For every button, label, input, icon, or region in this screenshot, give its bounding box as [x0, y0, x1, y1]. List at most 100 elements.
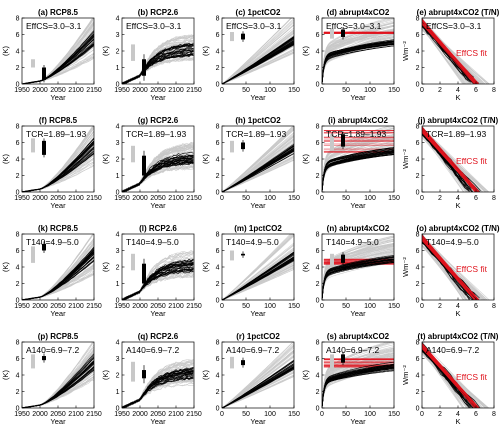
y-tick-label: 0: [416, 297, 420, 304]
y-tick-label: 6: [16, 32, 20, 39]
panel-annotation: T140=4.9–5.0: [226, 237, 279, 247]
y-tick-label: 0: [116, 297, 120, 304]
x-tick-label: 100: [364, 195, 376, 202]
y-tick-label: 0: [416, 189, 420, 196]
x-tick-label: 2: [438, 195, 442, 202]
fit-line: [422, 348, 479, 408]
model-line: [322, 365, 394, 408]
x-tick-label: 1950: [114, 411, 130, 418]
plot-area: [222, 234, 294, 300]
x-tick-label: 2100: [68, 87, 84, 94]
x-axis-label: Year: [150, 93, 166, 102]
panel-c: 0 50 100 150 0 2 4 6 8 (c) 1pctCO2 EffCS=3.0–3.1 Ye…: [201, 8, 300, 102]
y-tick-label: 1: [116, 65, 120, 72]
panel-n: 0 50 100 150 0 2 4 6 8 (n) abrupt4xCO2 T140=4.9–5.…: [301, 224, 400, 318]
x-tick-label: 100: [364, 303, 376, 310]
plot-area: [222, 18, 294, 84]
y-tick-label: 2: [416, 281, 420, 288]
x-tick-label: 0: [320, 411, 324, 418]
x-axis-label: Year: [50, 417, 66, 426]
y-tick-label: 2: [416, 65, 420, 72]
y-tick-label: 8: [16, 123, 20, 130]
ensemble-line: [222, 30, 294, 84]
y-tick-label: 4: [216, 264, 220, 271]
y-tick-label: 4: [16, 372, 20, 379]
y-tick-label: 6: [216, 356, 220, 363]
fit-line: [422, 344, 480, 408]
plot-area: [22, 126, 94, 192]
y-tick-label: 0: [116, 405, 120, 412]
panel-annotation: A140=6.9–7.2: [26, 345, 79, 355]
panel-title: (m) 1pctCO2: [234, 224, 282, 233]
x-tick-label: 150: [288, 87, 300, 94]
model-line: [122, 370, 194, 408]
y-tick-label: 0: [216, 189, 220, 196]
x-tick-label: 2050: [150, 411, 166, 418]
model-line: [122, 369, 194, 408]
plot-area: [122, 359, 194, 408]
ensemble-line: [122, 384, 194, 408]
x-tick-label: 2100: [68, 195, 84, 202]
ensemble-line: [422, 127, 489, 192]
x-tick-label: 6: [474, 411, 478, 418]
model-line: [322, 256, 394, 300]
x-tick-label: 4: [456, 195, 460, 202]
y-axis-label: (K): [1, 154, 10, 165]
y-tick-label: 4: [116, 339, 120, 346]
y-tick-label: 4: [416, 156, 420, 163]
ensemble-line: [322, 18, 390, 84]
model-range-box: [241, 253, 245, 256]
panel-title: (o) abrupt4xCO2 (T/N): [416, 224, 499, 233]
plot-area: [22, 234, 94, 300]
plot-area: [422, 18, 490, 84]
y-axis-label: (K): [301, 46, 310, 57]
y-tick-label: 4: [216, 372, 220, 379]
model-line: [422, 132, 474, 192]
y-tick-label: 2: [316, 389, 320, 396]
plot-area: [422, 342, 489, 408]
x-axis-label: Year: [350, 201, 366, 210]
y-tick-label: 6: [416, 248, 420, 255]
plot-area: [422, 126, 490, 192]
x-tick-label: 4: [456, 87, 460, 94]
x-tick-label: 0: [220, 87, 224, 94]
y-tick-label: 2: [116, 48, 120, 55]
x-tick-label: 150: [288, 411, 300, 418]
panel-annotation: A140=6.9–7.2: [126, 345, 179, 355]
y-tick-label: 8: [216, 231, 220, 238]
x-tick-label: 100: [364, 87, 376, 94]
ensemble-range-box: [330, 354, 334, 371]
panel-title: (p) RCP8.5: [38, 332, 79, 341]
x-tick-label: 6: [474, 87, 478, 94]
ensemble-line: [22, 33, 94, 84]
panel-annotation: EffCS=3.0–3.1: [26, 21, 82, 31]
x-tick-label: 50: [342, 411, 350, 418]
x-tick-label: 50: [242, 87, 250, 94]
y-tick-label: 0: [16, 189, 20, 196]
x-tick-label: 2000: [32, 87, 48, 94]
ensemble-range-box: [230, 32, 234, 42]
ensemble-line: [222, 139, 294, 192]
panel-g: 1950 2000 2050 2100 2150 0 1 2 3 4 (g) RCP2.6 TCR=1…: [101, 116, 202, 210]
x-axis-label: K: [455, 417, 460, 426]
y-tick-label: 4: [416, 48, 420, 55]
ensemble-line: [422, 245, 467, 300]
x-tick-label: 50: [242, 303, 250, 310]
y-tick-label: 2: [16, 173, 20, 180]
x-tick-label: 2050: [50, 87, 66, 94]
ensemble-range-box: [131, 253, 135, 271]
fit-label: EffCS fit: [456, 156, 488, 166]
x-tick-label: 2100: [68, 303, 84, 310]
x-tick-label: 150: [388, 303, 400, 310]
y-tick-label: 8: [16, 339, 20, 346]
ensemble-line: [222, 234, 294, 300]
x-tick-label: 2100: [68, 411, 84, 418]
y-tick-label: 6: [216, 32, 220, 39]
panel-l: 1950 2000 2050 2100 2150 0 1 2 3 4 (l) RCP2.6 T140=…: [101, 224, 202, 318]
ensemble-range-box: [31, 138, 35, 153]
x-tick-label: 2150: [186, 195, 202, 202]
y-tick-label: 0: [116, 189, 120, 196]
panel-title: (r) 1pctCO2: [236, 332, 280, 341]
plot-area: [122, 141, 194, 192]
